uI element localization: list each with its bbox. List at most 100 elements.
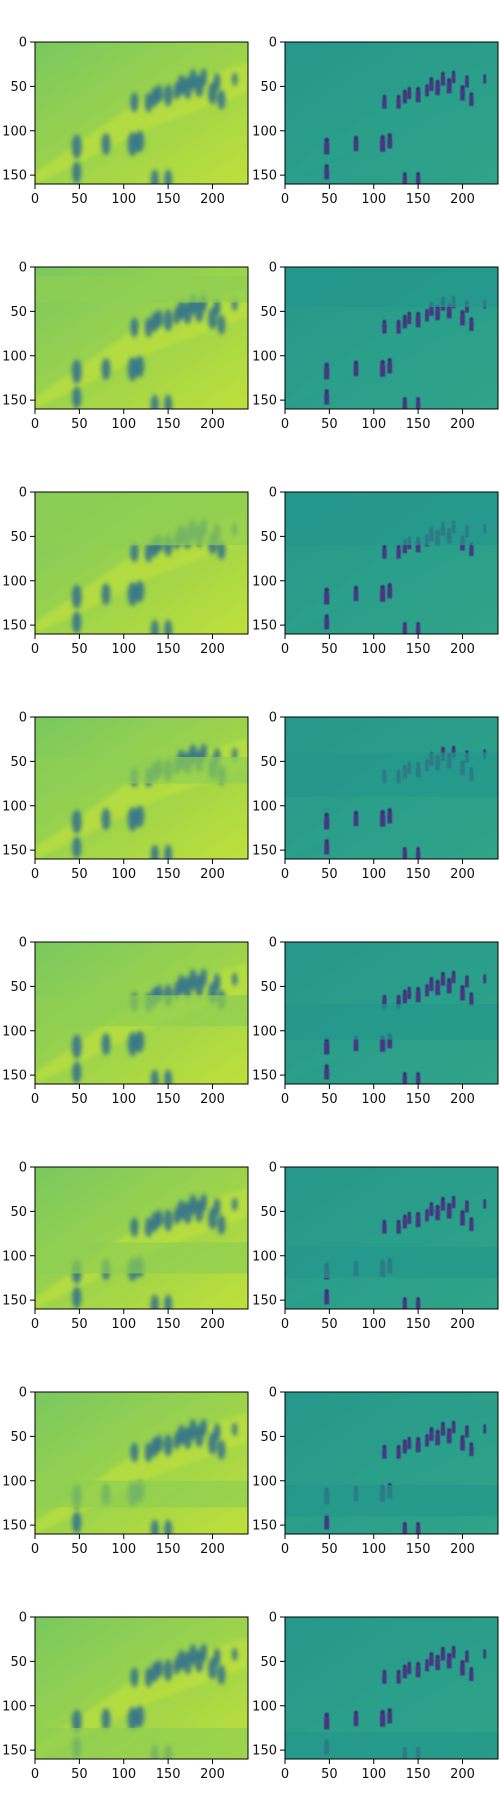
y-tick-label: 0 xyxy=(19,1611,27,1626)
y-tick-label: 100 xyxy=(2,574,27,589)
x-tick-label: 50 xyxy=(71,1767,88,1782)
x-tick-label: 0 xyxy=(281,1542,289,1557)
y-tick-label: 50 xyxy=(10,755,27,770)
y-tick-label: 50 xyxy=(260,305,277,320)
y-tick-label: 100 xyxy=(252,124,277,139)
y-tick-label: 150 xyxy=(2,1294,27,1309)
left-heatmap-image xyxy=(35,1167,248,1309)
right-axes-frame xyxy=(284,491,499,635)
x-tick-label: 100 xyxy=(111,1317,136,1332)
x-tick-label: 50 xyxy=(71,867,88,882)
x-tick-label: 50 xyxy=(321,1092,338,1107)
x-tick-label: 100 xyxy=(111,1092,136,1107)
x-tick-label: 50 xyxy=(321,1767,338,1782)
y-tick-label: 0 xyxy=(269,1161,277,1176)
y-tick-label: 0 xyxy=(269,486,277,501)
subplot-row8-right: 0 50 100 150 200 0 50 100 150 xyxy=(252,1611,499,1782)
x-tick-label: 200 xyxy=(200,1092,225,1107)
subplot-row1-left: 0 50 100 150 200 0 50 100 150 xyxy=(2,36,249,207)
subplot-row6-left: 0 50 100 150 200 0 50 100 150 xyxy=(2,1161,249,1332)
x-tick-label: 150 xyxy=(406,642,431,657)
y-tick-label: 150 xyxy=(2,619,27,634)
y-tick-label: 50 xyxy=(260,1430,277,1445)
y-tick-label: 0 xyxy=(19,936,27,951)
x-tick-label: 100 xyxy=(361,1767,386,1782)
y-tick-label: 100 xyxy=(252,1474,277,1489)
y-tick-label: 50 xyxy=(10,1205,27,1220)
subplot-row2-right: 0 50 100 150 200 0 50 100 150 xyxy=(252,261,499,432)
right-heatmap-image xyxy=(285,267,498,409)
y-tick-label: 150 xyxy=(252,844,277,859)
y-tick-label: 0 xyxy=(269,261,277,276)
y-tick-label: 0 xyxy=(269,711,277,726)
x-tick-label: 50 xyxy=(71,417,88,432)
x-tick-label: 0 xyxy=(281,867,289,882)
x-tick-label: 0 xyxy=(31,1317,39,1332)
y-tick-label: 50 xyxy=(260,80,277,95)
y-tick-label: 150 xyxy=(252,1519,277,1534)
y-tick-label: 0 xyxy=(19,486,27,501)
x-tick-label: 0 xyxy=(31,1767,39,1782)
right-heatmap-image xyxy=(285,1167,498,1309)
x-tick-label: 0 xyxy=(31,192,39,207)
subplot-row4-left: 0 50 100 150 200 0 50 100 150 xyxy=(2,711,249,882)
y-tick-label: 50 xyxy=(10,980,27,995)
left-heatmap-image xyxy=(35,267,248,409)
y-tick-label: 150 xyxy=(2,1744,27,1759)
x-tick-label: 200 xyxy=(450,1542,475,1557)
x-tick-label: 200 xyxy=(450,192,475,207)
x-tick-label: 100 xyxy=(361,417,386,432)
x-tick-label: 50 xyxy=(321,642,338,657)
x-tick-label: 100 xyxy=(111,867,136,882)
y-tick-label: 50 xyxy=(260,980,277,995)
left-axes-frame xyxy=(34,716,249,860)
x-tick-label: 150 xyxy=(156,642,181,657)
x-tick-label: 200 xyxy=(200,1317,225,1332)
subplot-row5-left: 0 50 100 150 200 0 50 100 150 xyxy=(2,936,249,1107)
x-tick-label: 50 xyxy=(321,1542,338,1557)
right-axes-frame xyxy=(284,1616,499,1760)
left-axes-frame xyxy=(34,1616,249,1760)
x-tick-label: 100 xyxy=(361,1092,386,1107)
y-tick-label: 0 xyxy=(269,36,277,51)
x-tick-label: 0 xyxy=(31,1092,39,1107)
subplot-row3-right: 0 50 100 150 200 0 50 100 150 xyxy=(252,486,499,657)
left-axes-frame xyxy=(34,41,249,185)
x-tick-label: 100 xyxy=(361,1317,386,1332)
y-tick-label: 150 xyxy=(2,844,27,859)
y-tick-label: 0 xyxy=(19,711,27,726)
y-tick-label: 150 xyxy=(252,394,277,409)
y-tick-label: 0 xyxy=(19,1161,27,1176)
y-tick-label: 50 xyxy=(10,305,27,320)
x-tick-label: 0 xyxy=(281,1767,289,1782)
subplot-row5-right: 0 50 100 150 200 0 50 100 150 xyxy=(252,936,499,1107)
x-tick-label: 50 xyxy=(71,1092,88,1107)
x-tick-label: 100 xyxy=(111,642,136,657)
right-axes-frame xyxy=(284,941,499,1085)
x-tick-label: 50 xyxy=(321,1317,338,1332)
x-tick-label: 200 xyxy=(200,642,225,657)
y-tick-label: 50 xyxy=(10,530,27,545)
y-tick-label: 100 xyxy=(2,1024,27,1039)
x-tick-label: 200 xyxy=(450,1092,475,1107)
y-tick-label: 100 xyxy=(2,349,27,364)
x-tick-label: 100 xyxy=(111,192,136,207)
x-tick-label: 200 xyxy=(450,642,475,657)
y-tick-label: 150 xyxy=(2,169,27,184)
y-tick-label: 100 xyxy=(252,349,277,364)
x-tick-label: 0 xyxy=(31,417,39,432)
x-tick-label: 150 xyxy=(406,1767,431,1782)
y-tick-label: 150 xyxy=(252,1294,277,1309)
y-tick-label: 100 xyxy=(2,1474,27,1489)
y-tick-label: 150 xyxy=(252,619,277,634)
right-axes-frame xyxy=(284,266,499,410)
y-tick-label: 100 xyxy=(252,1249,277,1264)
right-heatmap-image xyxy=(285,1392,498,1534)
right-heatmap-image xyxy=(285,492,498,634)
y-tick-label: 150 xyxy=(252,169,277,184)
x-tick-label: 50 xyxy=(321,417,338,432)
x-tick-label: 0 xyxy=(281,192,289,207)
x-tick-label: 100 xyxy=(111,417,136,432)
x-tick-label: 200 xyxy=(200,867,225,882)
y-tick-label: 100 xyxy=(252,799,277,814)
